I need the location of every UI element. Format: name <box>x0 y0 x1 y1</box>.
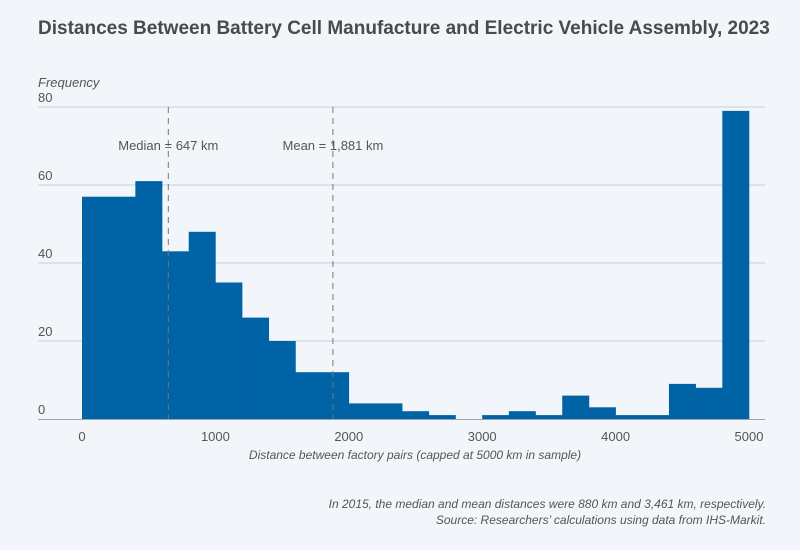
bar-bin-3000 <box>482 415 510 419</box>
x-tick-label-1000: 1000 <box>201 429 230 444</box>
x-axis-label: Distance between factory pairs (capped a… <box>249 448 581 462</box>
bar-bin-400 <box>135 181 163 419</box>
x-tick-label-0: 0 <box>78 429 85 444</box>
chart-notes: In 2015, the median and mean distances w… <box>329 496 766 528</box>
bar-bin-4200 <box>642 415 670 419</box>
y-tick-label-40: 40 <box>38 246 52 261</box>
reference-label-0: Median = 647 km <box>118 138 218 153</box>
bar-bin-3400 <box>535 415 563 419</box>
bar-bin-600 <box>162 251 190 419</box>
bar-bin-4400 <box>668 383 696 419</box>
bar-bin-0 <box>82 196 109 419</box>
y-axis-label: Frequency <box>38 75 101 90</box>
bar-bin-2600 <box>428 415 456 419</box>
y-tick-label-60: 60 <box>38 168 52 183</box>
x-tick-label-2000: 2000 <box>334 429 363 444</box>
histogram-bars <box>82 110 750 420</box>
bar-bin-3800 <box>588 407 616 419</box>
bar-bin-1600 <box>295 372 323 419</box>
reference-lines: Median = 647 km Mean = 1,881 km <box>118 107 383 419</box>
reference-label-1: Mean = 1,881 km <box>283 138 384 153</box>
chart-title: Distances Between Battery Cell Manufactu… <box>38 18 770 39</box>
note-source: Source: Researchers’ calculations using … <box>435 513 766 527</box>
bar-bin-4600 <box>695 387 723 419</box>
x-tick-label-5000: 5000 <box>735 429 764 444</box>
bar-bin-4800 <box>722 110 750 420</box>
bar-bin-1800 <box>322 372 350 419</box>
y-axis-tick-labels: 0 20 40 60 80 <box>38 90 52 417</box>
note-2015-comparison: In 2015, the median and mean distances w… <box>328 497 766 511</box>
bar-bin-1200 <box>242 317 270 419</box>
bar-bin-1000 <box>215 282 243 419</box>
bar-bin-2000 <box>348 403 376 419</box>
x-tick-label-3000: 3000 <box>468 429 497 444</box>
y-tick-label-80: 80 <box>38 90 52 105</box>
y-tick-label-20: 20 <box>38 324 52 339</box>
bar-bin-4000 <box>615 415 643 419</box>
bar-bin-2200 <box>375 403 403 419</box>
histogram-chart: 0 20 40 60 80 Frequency Median = 647 km Mean … <box>38 75 765 462</box>
x-axis-tick-labels: 0 1000 2000 3000 4000 5000 <box>78 429 763 444</box>
bar-bin-1400 <box>268 341 296 419</box>
bar-bin-2400 <box>402 411 430 419</box>
bar-bin-200 <box>108 196 136 419</box>
y-tick-label-0: 0 <box>38 402 45 417</box>
bar-bin-800 <box>188 231 216 419</box>
x-tick-label-4000: 4000 <box>601 429 630 444</box>
bar-bin-3200 <box>508 411 536 419</box>
bar-bin-3600 <box>562 395 590 419</box>
